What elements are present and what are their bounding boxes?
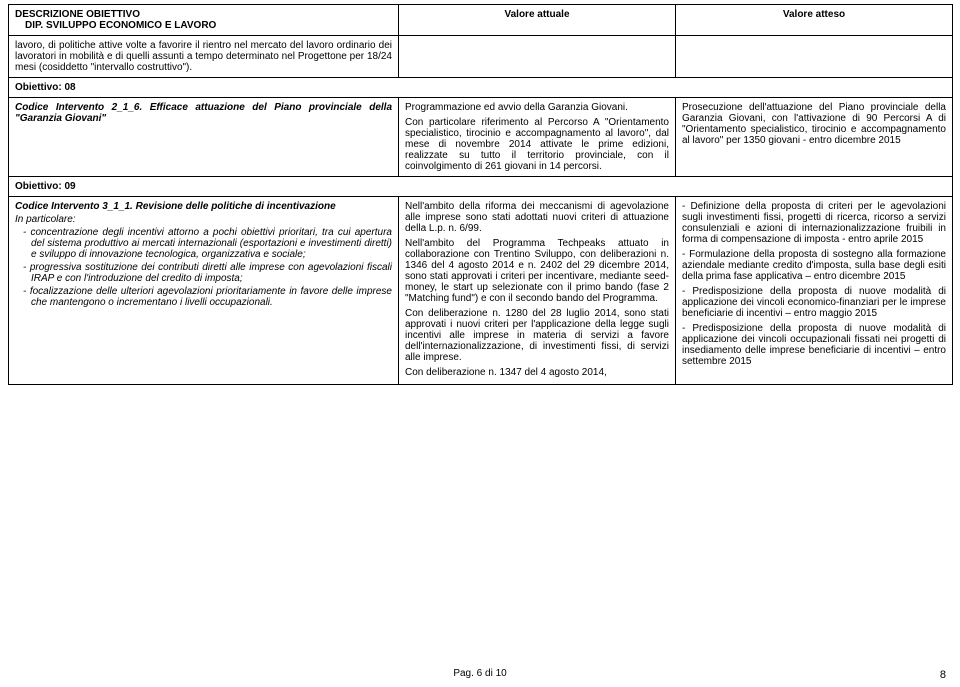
continuation-va: [399, 36, 676, 78]
continuation-text: lavoro, di politiche attive volte a favo…: [15, 40, 392, 73]
obj09-ve-p3: - Predisposizione della proposta di nuov…: [682, 286, 946, 319]
header-valore-atteso: Valore atteso: [676, 5, 953, 36]
obj08-ve: Prosecuzione dell'attuazione del Piano p…: [676, 98, 953, 177]
obj09-b1: - concentrazione degli incentivi attorno…: [23, 227, 392, 260]
obj09-desc: Codice Intervento 3_1_1. Revisione delle…: [9, 197, 399, 385]
obj09-ve-p1: - Definizione della proposta di criteri …: [682, 201, 946, 245]
obj09-b2: - progressiva sostituzione dei contribut…: [23, 262, 392, 284]
continuation-ve: [676, 36, 953, 78]
obj09-va: Nell'ambito della riforma dei meccanismi…: [399, 197, 676, 385]
obiettivo-09-header: Obiettivo: 09: [9, 177, 953, 197]
header-valore-attuale: Valore attuale: [399, 5, 676, 36]
header-row: DESCRIZIONE OBIETTIVO DIP. SVILUPPO ECON…: [9, 5, 953, 36]
obj09-ve-p2: - Formulazione della proposta di sostegn…: [682, 249, 946, 282]
obiettivo-09-row: Codice Intervento 3_1_1. Revisione delle…: [9, 197, 953, 385]
main-table: DESCRIZIONE OBIETTIVO DIP. SVILUPPO ECON…: [8, 4, 953, 385]
header-line1: DESCRIZIONE OBIETTIVO: [15, 9, 392, 20]
obj09-code: Codice Intervento 3_1_1. Revisione delle…: [15, 201, 336, 212]
obj09-code-prefix: Codice Intervento 3_1_1.: [15, 201, 136, 212]
obj09-ve-p4: - Predisposizione della proposta di nuov…: [682, 323, 946, 367]
obj09-bullets: - concentrazione degli incentivi attorno…: [15, 227, 392, 308]
header-va-text: Valore attuale: [504, 9, 569, 20]
obj09-va-p3: Con deliberazione n. 1280 del 28 luglio …: [405, 308, 669, 363]
obiettivo-09-label: Obiettivo: 09: [9, 177, 953, 197]
obj08-code-prefix: Codice Intervento 2_1_6.: [15, 102, 150, 113]
obiettivo-08-header: Obiettivo: 08: [9, 78, 953, 98]
obj09-particolare: In particolare:: [15, 214, 392, 225]
obj09-b3: - focalizzazione delle ulteriori agevola…: [23, 286, 392, 308]
obj09-va-p2: Nell'ambito del Programma Techpeaks attu…: [405, 238, 669, 304]
header-ve-text: Valore atteso: [783, 9, 845, 20]
obj09-va-p4: Con deliberazione n. 1347 del 4 agosto 2…: [405, 367, 669, 378]
obj08-va: Programmazione ed avvio della Garanzia G…: [399, 98, 676, 177]
obj08-code: Codice Intervento 2_1_6. Efficace attuaz…: [15, 102, 392, 124]
header-line2: DIP. SVILUPPO ECONOMICO E LAVORO: [15, 20, 392, 31]
header-descrizione: DESCRIZIONE OBIETTIVO DIP. SVILUPPO ECON…: [9, 5, 399, 36]
obj09-ve: - Definizione della proposta di criteri …: [676, 197, 953, 385]
footer-page: Pag. 6 di 10: [453, 668, 506, 679]
continuation-row: lavoro, di politiche attive volte a favo…: [9, 36, 953, 78]
obj08-desc: Codice Intervento 2_1_6. Efficace attuaz…: [9, 98, 399, 177]
obiettivo-08-label: Obiettivo: 08: [9, 78, 953, 98]
continuation-desc: lavoro, di politiche attive volte a favo…: [9, 36, 399, 78]
footer-num: 8: [940, 669, 946, 681]
obj08-va-p2: Con particolare riferimento al Percorso …: [405, 117, 669, 172]
obj09-code-title: Revisione delle politiche di incentivazi…: [136, 201, 336, 212]
obj08-va-p1: Programmazione ed avvio della Garanzia G…: [405, 102, 669, 113]
obj08-ve-text: Prosecuzione dell'attuazione del Piano p…: [682, 102, 946, 146]
obj09-va-p1: Nell'ambito della riforma dei meccanismi…: [405, 201, 669, 234]
page-footer: Pag. 6 di 10: [0, 668, 960, 679]
page-number: 8: [940, 669, 946, 681]
obiettivo-08-row: Codice Intervento 2_1_6. Efficace attuaz…: [9, 98, 953, 177]
